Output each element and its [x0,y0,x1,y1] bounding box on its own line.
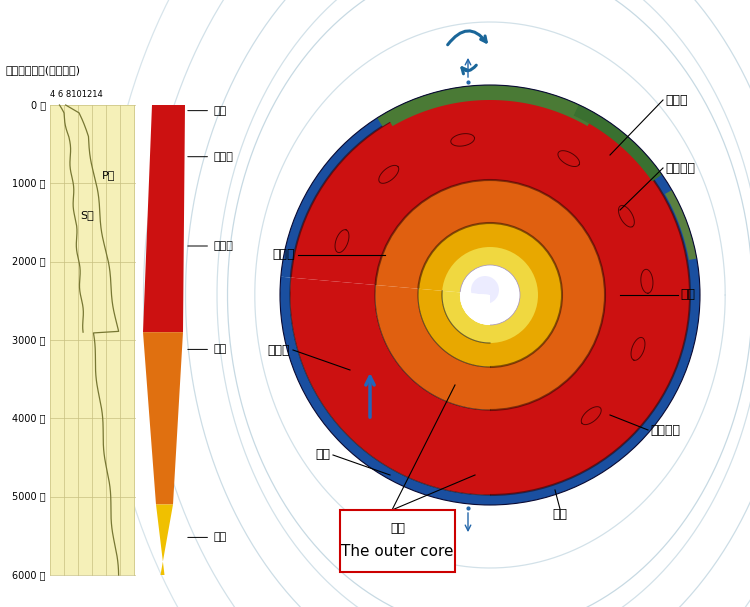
Polygon shape [156,504,173,575]
Circle shape [471,276,499,304]
Circle shape [418,223,562,367]
Polygon shape [385,85,595,126]
Text: 岩石圈: 岩石圈 [268,344,290,356]
Wedge shape [460,293,490,325]
Text: 上地幔: 上地幔 [188,152,232,161]
Text: 5000 米: 5000 米 [12,492,46,501]
Text: 1000 米: 1000 米 [13,178,46,188]
Circle shape [375,180,605,410]
Text: 地幔对流: 地幔对流 [665,161,695,174]
Wedge shape [442,291,490,343]
Circle shape [460,265,520,325]
Wedge shape [280,277,490,505]
Text: 2000 米: 2000 米 [12,257,46,266]
Text: 地震波的波速(千米／秒): 地震波的波速(千米／秒) [5,65,80,75]
Text: S波: S波 [80,209,94,220]
Text: 莫霍面: 莫霍面 [272,248,295,262]
Text: 地壳: 地壳 [315,449,330,461]
Circle shape [442,247,538,343]
Text: P波: P波 [102,171,116,180]
Text: The outer core: The outer core [341,544,454,560]
Polygon shape [574,104,662,181]
Bar [50,105,135,575]
Text: 3000 米: 3000 米 [13,335,46,345]
Text: 外核: 外核 [390,521,405,535]
Polygon shape [665,190,697,260]
Wedge shape [418,289,490,367]
Polygon shape [143,332,183,504]
Wedge shape [290,277,490,495]
Text: 6000 米: 6000 米 [13,570,46,580]
Text: 地壳: 地壳 [188,106,226,116]
Text: 外核: 外核 [188,344,226,354]
Wedge shape [460,293,490,325]
Wedge shape [375,285,490,410]
Text: 4 6 8101214: 4 6 8101214 [50,90,103,99]
Text: 下地幔: 下地幔 [188,241,232,251]
Text: 内核: 内核 [680,288,695,302]
Text: 4000 米: 4000 米 [13,413,46,423]
Circle shape [290,95,690,495]
Wedge shape [275,276,490,510]
Text: 软流层: 软流层 [665,93,688,106]
Text: 地幔: 地幔 [553,509,568,521]
Polygon shape [377,87,464,126]
Bar [340,510,455,572]
Text: 0 米: 0 米 [31,100,46,110]
Circle shape [280,85,700,505]
Text: 古登堡面: 古登堡面 [650,424,680,436]
Text: 内核: 内核 [188,532,226,543]
Polygon shape [143,105,185,332]
